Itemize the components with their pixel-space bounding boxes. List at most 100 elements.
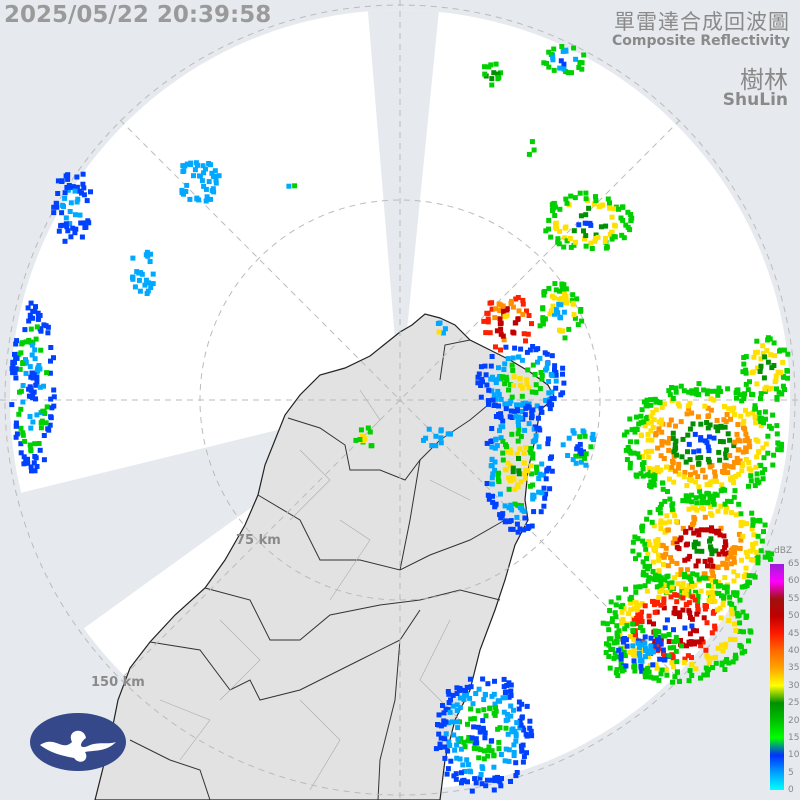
echo-cell bbox=[775, 440, 781, 446]
echo-cell bbox=[446, 720, 451, 726]
echo-cell bbox=[621, 649, 627, 655]
echo-cell bbox=[735, 460, 741, 465]
echo-cell bbox=[661, 605, 667, 611]
echo-cell bbox=[696, 448, 702, 454]
echo-cell bbox=[607, 205, 613, 211]
echo-cell bbox=[461, 696, 467, 702]
echo-cell bbox=[511, 374, 517, 380]
echo-cell bbox=[635, 451, 641, 457]
echo-cell bbox=[491, 752, 497, 758]
echo-cell bbox=[498, 347, 503, 353]
echo-cell bbox=[749, 370, 755, 375]
echo-cell bbox=[673, 438, 679, 444]
echo-cell bbox=[598, 224, 604, 230]
echo-cell bbox=[739, 557, 744, 563]
echo-cell bbox=[533, 389, 539, 395]
echo-cell bbox=[46, 427, 52, 433]
echo-cell bbox=[495, 71, 501, 77]
echo-cell bbox=[64, 185, 70, 190]
echo-cell bbox=[526, 151, 532, 157]
echo-cell bbox=[471, 724, 477, 730]
echo-cell bbox=[501, 308, 506, 314]
echo-cell bbox=[638, 471, 644, 477]
echo-cell bbox=[512, 486, 518, 492]
echo-cell bbox=[648, 414, 654, 420]
echo-cell bbox=[65, 187, 71, 193]
echo-cell bbox=[746, 460, 752, 465]
echo-cell bbox=[679, 643, 684, 649]
echo-cell bbox=[502, 361, 508, 367]
echo-cell bbox=[458, 746, 464, 752]
echo-cell bbox=[505, 460, 511, 466]
echo-cell bbox=[506, 758, 512, 764]
echo-cell bbox=[80, 171, 86, 177]
echo-cell bbox=[16, 351, 22, 357]
echo-cell bbox=[668, 555, 674, 561]
echo-cell bbox=[654, 399, 660, 405]
echo-cell bbox=[627, 649, 633, 655]
echo-cell bbox=[666, 632, 672, 637]
echo-cell bbox=[770, 412, 776, 418]
echo-cell bbox=[68, 234, 74, 240]
echo-cell bbox=[745, 411, 751, 417]
echo-cell bbox=[664, 672, 670, 678]
echo-cell bbox=[688, 525, 694, 531]
echo-cell bbox=[653, 538, 659, 544]
echo-cell bbox=[489, 76, 495, 82]
echo-cell bbox=[702, 403, 708, 409]
echo-cell bbox=[631, 450, 637, 456]
echo-cell bbox=[130, 255, 136, 261]
echo-cell bbox=[550, 303, 556, 309]
echo-cell bbox=[59, 178, 65, 184]
echo-cell bbox=[624, 457, 630, 462]
echo-cell bbox=[557, 206, 563, 212]
echo-cell bbox=[33, 382, 39, 388]
legend-tick: 60 bbox=[788, 576, 800, 587]
echo-cell bbox=[473, 691, 479, 696]
echo-cell bbox=[636, 645, 642, 650]
echo-cell bbox=[672, 536, 678, 542]
echo-cell bbox=[438, 435, 444, 441]
echo-cell bbox=[38, 328, 44, 334]
echo-cell bbox=[511, 707, 516, 713]
echo-cell bbox=[525, 331, 531, 337]
echo-cell bbox=[130, 276, 136, 282]
echo-cell bbox=[718, 615, 724, 621]
echo-cell bbox=[429, 443, 435, 448]
echo-cell bbox=[643, 449, 649, 455]
echo-cell bbox=[551, 67, 557, 73]
echo-cell bbox=[689, 477, 695, 483]
echo-cell bbox=[492, 775, 498, 781]
echo-cell bbox=[552, 281, 558, 287]
echo-cell bbox=[44, 370, 50, 376]
echo-cell bbox=[542, 289, 548, 294]
echo-cell bbox=[729, 601, 735, 607]
echo-cell bbox=[553, 221, 558, 227]
echo-cell bbox=[708, 396, 714, 402]
echo-cell bbox=[150, 271, 156, 277]
echo-cell bbox=[638, 420, 644, 426]
echo-cell bbox=[29, 342, 35, 348]
echo-cell bbox=[512, 501, 518, 507]
echo-cell bbox=[686, 441, 692, 447]
echo-cell bbox=[722, 462, 728, 468]
echo-cell bbox=[517, 526, 523, 532]
echo-cell bbox=[560, 365, 566, 371]
echo-cell bbox=[748, 473, 754, 479]
echo-cell bbox=[62, 238, 68, 244]
echo-cell bbox=[539, 376, 545, 382]
echo-cell bbox=[496, 746, 502, 752]
echo-cell bbox=[651, 649, 656, 655]
echo-cell bbox=[525, 468, 531, 473]
echo-cell bbox=[192, 167, 198, 173]
echo-cell bbox=[656, 568, 662, 574]
echo-cell bbox=[38, 425, 44, 431]
echo-cell bbox=[209, 170, 215, 176]
echo-cell bbox=[503, 518, 509, 524]
legend-tick: 55 bbox=[788, 593, 800, 604]
echo-cell bbox=[51, 210, 57, 216]
echo-cell bbox=[773, 377, 779, 383]
echo-cell bbox=[666, 447, 672, 453]
echo-cell bbox=[34, 412, 40, 418]
echo-cell bbox=[560, 442, 566, 448]
